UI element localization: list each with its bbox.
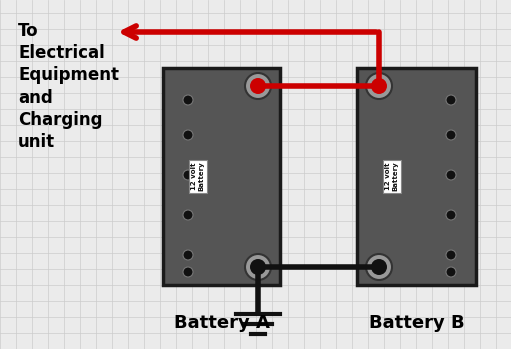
Circle shape xyxy=(183,95,193,105)
Bar xyxy=(357,68,476,285)
Text: Battery B: Battery B xyxy=(369,314,464,332)
Text: Battery A: Battery A xyxy=(174,314,269,332)
Circle shape xyxy=(366,73,392,99)
Circle shape xyxy=(371,259,387,275)
Text: To
Electrical
Equipment
and
Charging
unit: To Electrical Equipment and Charging uni… xyxy=(18,22,119,151)
Circle shape xyxy=(366,254,392,280)
Circle shape xyxy=(183,170,193,180)
Circle shape xyxy=(446,250,456,260)
Circle shape xyxy=(245,254,271,280)
Circle shape xyxy=(446,170,456,180)
Circle shape xyxy=(446,267,456,277)
Circle shape xyxy=(446,95,456,105)
Circle shape xyxy=(371,78,387,94)
Circle shape xyxy=(183,210,193,220)
Text: 12 volt
Battery: 12 volt Battery xyxy=(385,162,399,191)
Circle shape xyxy=(183,267,193,277)
Circle shape xyxy=(183,130,193,140)
Circle shape xyxy=(250,259,266,275)
Bar xyxy=(163,68,280,285)
Circle shape xyxy=(250,78,266,94)
Circle shape xyxy=(245,73,271,99)
Circle shape xyxy=(183,250,193,260)
Text: 12 volt
Battery: 12 volt Battery xyxy=(192,162,204,191)
Circle shape xyxy=(446,210,456,220)
Circle shape xyxy=(446,130,456,140)
